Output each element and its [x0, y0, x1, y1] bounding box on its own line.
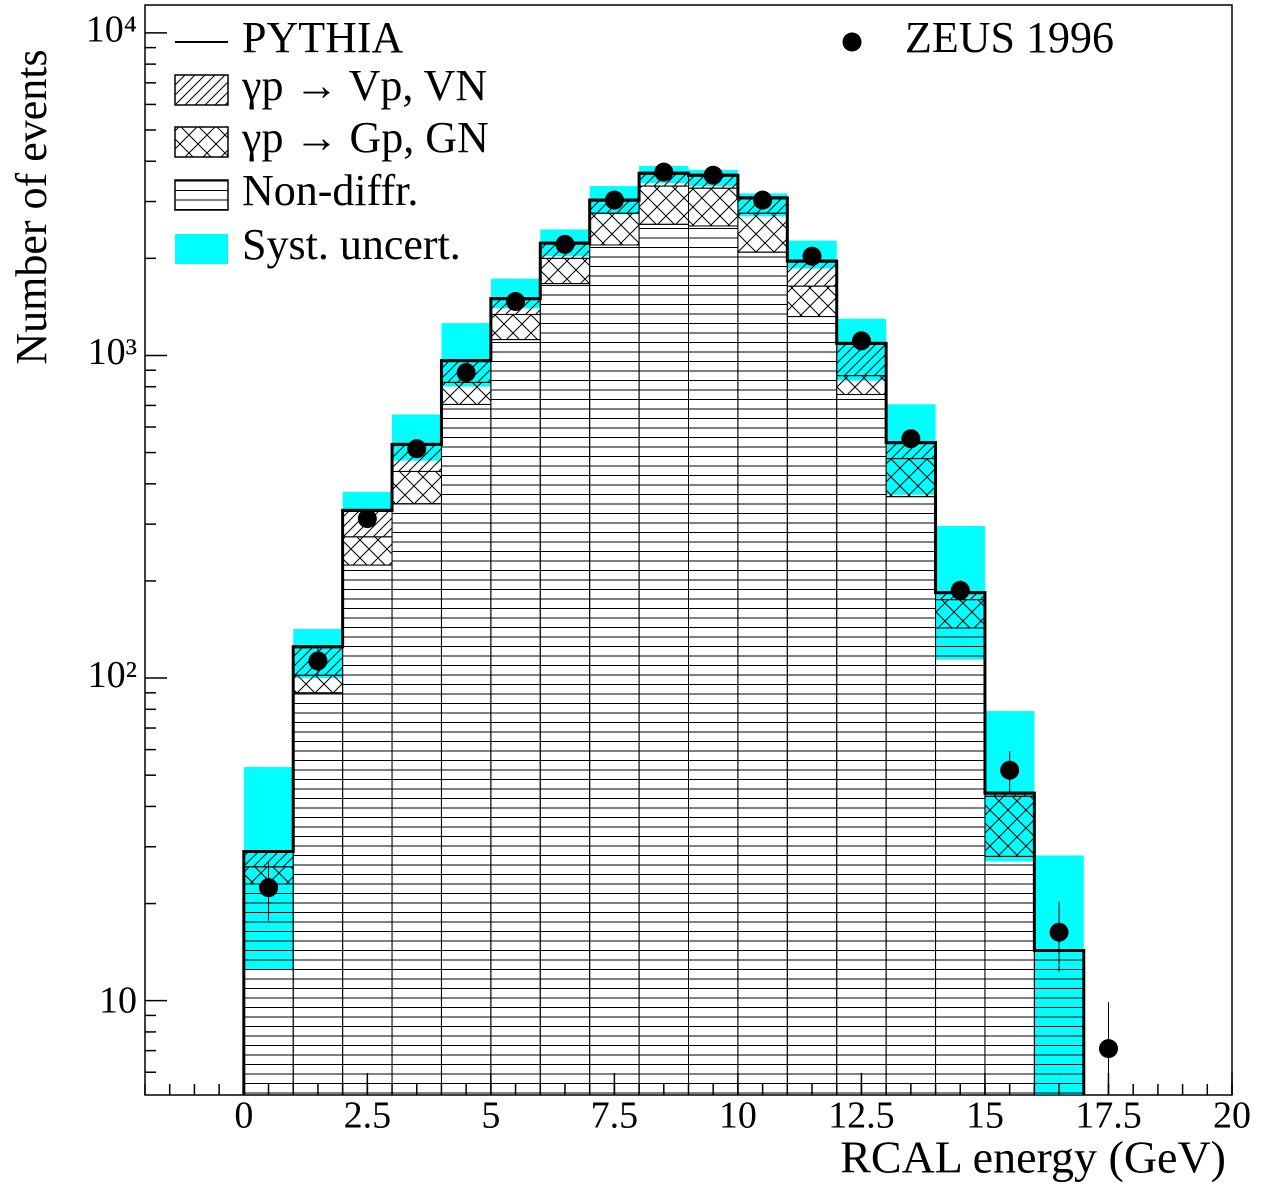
stack-segment — [786, 285, 838, 318]
data-point — [950, 580, 970, 600]
stack-segment — [688, 187, 739, 227]
legend-swatch — [174, 74, 229, 106]
data-point — [851, 331, 871, 351]
y-tick-label: 10⁴ — [86, 9, 137, 51]
stack-segment — [984, 855, 1035, 1095]
stack-segment — [885, 496, 937, 1095]
legend-label: Syst. uncert. — [242, 220, 461, 269]
legend-swatch — [175, 234, 228, 264]
stack-segment — [440, 403, 492, 1095]
data-point — [802, 246, 822, 266]
y-axis-label: Number of events — [7, 49, 56, 364]
x-tick-label: 0 — [234, 1095, 253, 1137]
plot-area — [242, 162, 1118, 1095]
stack-segment — [292, 692, 344, 1095]
stack-segment — [539, 257, 591, 285]
data-point — [1000, 760, 1020, 780]
stack-segment — [688, 225, 739, 1095]
stack-segment — [984, 795, 1035, 857]
syst-band — [342, 491, 393, 512]
legend-swatch — [174, 179, 229, 211]
legend-label: γp → Vp, VN — [241, 61, 487, 110]
x-tick-label: 17.5 — [1075, 1095, 1142, 1137]
stack-segment — [836, 375, 887, 395]
data-point — [506, 291, 526, 311]
stack-segment — [440, 381, 492, 405]
stack-segment — [786, 316, 838, 1095]
x-tick-label: 15 — [966, 1095, 1004, 1137]
stack-segment — [539, 283, 591, 1095]
legend-label: ZEUS 1996 — [905, 13, 1114, 62]
data-point — [259, 878, 279, 898]
data-point — [703, 165, 723, 185]
x-tick-label: 10 — [719, 1095, 757, 1137]
stack-segment — [737, 251, 788, 1095]
x-tick-label: 12.5 — [828, 1095, 895, 1137]
stack-segment — [342, 536, 393, 566]
stack-segment — [638, 185, 689, 225]
stack-segment — [391, 503, 442, 1095]
x-tick-label: 5 — [481, 1095, 500, 1137]
stack-segment — [1033, 950, 1085, 1095]
stack-segment — [342, 564, 393, 1095]
stack-segment — [490, 313, 541, 341]
stack-segment — [589, 244, 640, 1095]
data-point — [901, 429, 921, 449]
legend-label: Non-diffr. — [242, 166, 418, 215]
stack-segment — [836, 393, 887, 1095]
y-tick-label: 10 — [99, 979, 137, 1021]
x-axis-label: RCAL energy (GeV) — [840, 1132, 1226, 1183]
stack-segment — [391, 470, 442, 505]
data-point — [456, 363, 476, 383]
x-tick-label: 20 — [1213, 1095, 1251, 1137]
stack-segment — [292, 674, 344, 694]
data-point — [753, 190, 773, 210]
y-tick-label: 10³ — [88, 331, 137, 373]
stack-segment — [935, 627, 986, 1095]
data-point — [555, 234, 575, 254]
data-point — [604, 190, 624, 210]
x-tick-label: 7.5 — [591, 1095, 639, 1137]
legend-label: γp → Gp, GN — [241, 113, 489, 162]
legend-label: PYTHIA — [242, 13, 404, 62]
stack-segment — [589, 212, 640, 246]
x-tick-label: 2.5 — [344, 1095, 392, 1137]
stack-segment — [490, 339, 541, 1095]
stack-segment — [638, 223, 689, 1095]
data-point — [1049, 922, 1069, 942]
data-point — [1098, 1039, 1118, 1059]
stack-segment — [935, 599, 986, 629]
stack-segment — [885, 458, 937, 498]
legend-marker — [842, 32, 862, 52]
legend-swatch — [174, 126, 229, 158]
data-point — [654, 162, 674, 182]
data-point — [308, 651, 328, 671]
data-point — [407, 439, 427, 459]
data-point — [357, 509, 377, 529]
stack-segment — [737, 212, 788, 253]
y-tick-label: 10² — [88, 654, 137, 696]
